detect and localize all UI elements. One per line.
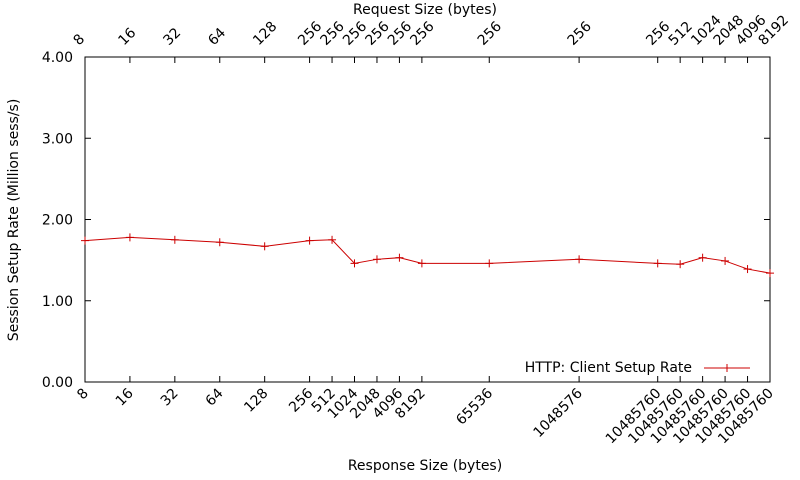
x2-tick-label: 8 [71, 31, 89, 49]
data-point [743, 265, 752, 274]
data-point [575, 255, 584, 264]
legend: HTTP: Client Setup Rate [525, 360, 750, 376]
x2-tick-label: 256 [407, 19, 437, 49]
y-tick-label: 4.00 [42, 50, 73, 66]
data-point [485, 259, 494, 268]
data-point [81, 236, 89, 245]
data-point [260, 242, 269, 251]
data-point [170, 235, 179, 244]
series-line [84, 236, 771, 274]
x2-tick-label: 128 [250, 19, 280, 49]
data-point [305, 236, 314, 245]
legend-label: HTTP: Client Setup Rate [525, 360, 692, 376]
x2-tick-label: 256 [475, 19, 505, 49]
x-tick-label: 8 [74, 386, 92, 404]
x-tick-label: 16 [113, 385, 137, 409]
data-point [417, 259, 426, 268]
y-tick-label: 1.00 [42, 294, 73, 310]
series-layer [81, 233, 774, 278]
data-point [721, 256, 730, 265]
x2-tick-label: 64 [205, 25, 229, 49]
y-axis: 0.00 1.00 2.00 3.00 4.00 [42, 50, 770, 391]
data-point [125, 233, 134, 242]
data-point [698, 253, 707, 262]
y-tick-label: 0.00 [42, 375, 73, 391]
data-point [350, 259, 359, 268]
y-axis-title: Session Setup Rate (Million sess/s) [6, 99, 22, 342]
x2-tick-label: 256 [565, 19, 595, 49]
x-tick-label: 65536 [453, 385, 496, 428]
data-point [215, 238, 224, 247]
y-tick-label: 2.00 [42, 213, 73, 229]
x-tick-label: 1048576 [531, 385, 586, 440]
x2-tick-label: 32 [160, 25, 184, 49]
x2-tick-label: 16 [115, 25, 139, 49]
x-tick-label: 32 [158, 386, 182, 410]
plot-area [84, 56, 771, 383]
data-point [766, 269, 774, 278]
data-point [328, 235, 337, 244]
plot-frame [84, 56, 771, 383]
x-axis-title: Response Size (bytes) [348, 458, 502, 474]
y-tick-label: 3.00 [42, 131, 73, 147]
top-axis-title: Request Size (bytes) [353, 2, 497, 18]
data-point [676, 260, 685, 269]
x-tick-label: 64 [203, 385, 227, 409]
data-point [395, 253, 404, 262]
data-point [653, 259, 662, 268]
x-tick-label: 128 [241, 386, 271, 416]
data-point [372, 255, 381, 264]
